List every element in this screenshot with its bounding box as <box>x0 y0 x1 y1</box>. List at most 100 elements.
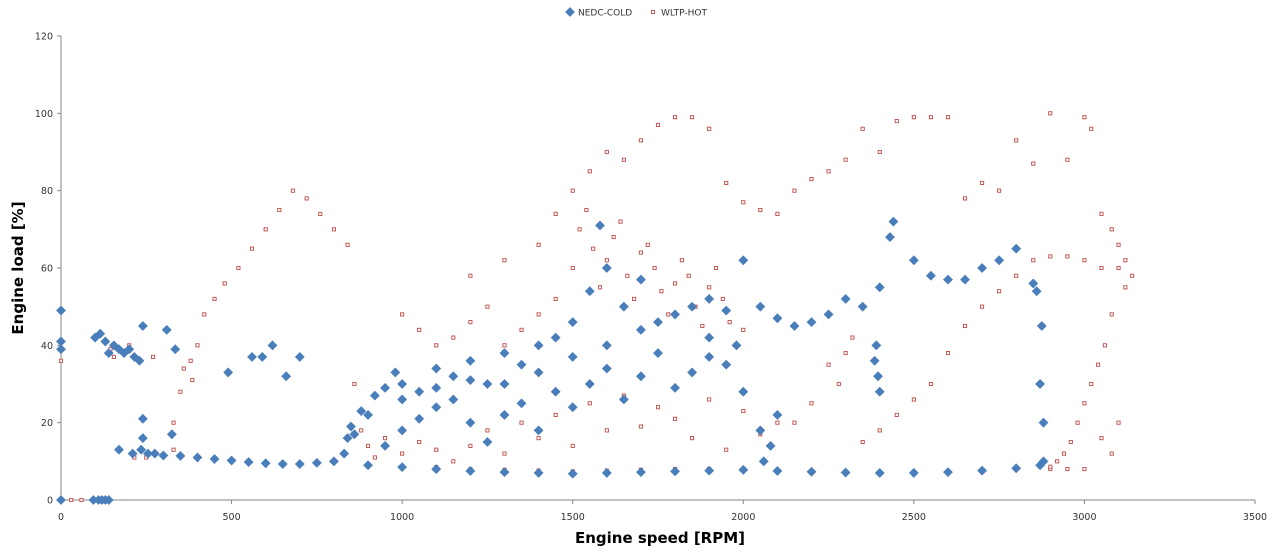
data-point <box>1048 254 1053 259</box>
data-point <box>536 312 541 317</box>
data-point <box>166 429 177 440</box>
data-point <box>359 428 364 433</box>
data-point <box>601 363 612 374</box>
data-point <box>840 294 851 304</box>
data-point <box>1082 467 1087 472</box>
data-point <box>1109 312 1114 317</box>
data-point <box>465 417 476 428</box>
data-point <box>369 390 380 401</box>
data-point <box>448 394 459 405</box>
x-tick-label: 1500 <box>561 512 585 523</box>
data-point <box>178 389 183 394</box>
data-point <box>1038 417 1049 428</box>
data-point <box>1082 258 1087 263</box>
x-axis-title: Engine speed [RPM] <box>575 529 745 547</box>
data-point <box>707 285 712 290</box>
data-point <box>765 440 776 451</box>
data-point <box>673 115 678 120</box>
data-point <box>911 397 916 402</box>
data-point <box>485 428 490 433</box>
data-point <box>741 327 746 332</box>
data-point <box>980 304 985 309</box>
data-point <box>397 425 408 436</box>
data-point <box>741 200 746 205</box>
data-point <box>69 497 74 503</box>
data-point <box>499 348 510 358</box>
data-point <box>502 258 507 263</box>
data-point <box>383 436 388 441</box>
data-point <box>720 296 725 301</box>
data-point <box>380 440 391 451</box>
data-point <box>809 177 814 182</box>
data-point <box>775 420 780 425</box>
data-point <box>1096 362 1101 367</box>
data-point <box>1014 273 1019 278</box>
data-point <box>836 381 841 387</box>
data-point <box>236 265 241 271</box>
data-point <box>363 410 373 420</box>
data-point <box>1082 115 1087 120</box>
data-point <box>792 420 797 425</box>
data-point <box>195 343 200 348</box>
data-point <box>792 188 797 193</box>
data-point <box>670 309 680 320</box>
data-point <box>1082 401 1087 406</box>
data-point <box>874 282 885 293</box>
data-point <box>570 265 575 271</box>
data-point <box>468 273 473 278</box>
data-point <box>652 265 657 271</box>
data-point <box>482 379 493 389</box>
data-point <box>962 323 968 329</box>
data-point <box>349 429 360 440</box>
data-point <box>1102 343 1107 348</box>
data-point <box>100 336 111 347</box>
data-point <box>400 451 405 456</box>
data-point <box>171 447 176 452</box>
data-point <box>417 327 422 332</box>
data-point <box>311 457 322 468</box>
data-point <box>1065 254 1070 259</box>
data-point <box>380 382 391 393</box>
data-point <box>482 437 493 447</box>
data-point <box>686 273 691 278</box>
data-point <box>1065 157 1070 162</box>
y-tick-label: 100 <box>35 109 53 120</box>
data-point <box>103 495 114 505</box>
data-point <box>632 296 637 301</box>
data-point <box>1099 265 1104 271</box>
data-point <box>516 398 527 409</box>
data-point <box>79 497 84 503</box>
x-tick-label: 3000 <box>1072 512 1096 523</box>
data-point <box>1028 278 1039 289</box>
data-point <box>601 263 612 273</box>
data-point <box>502 343 507 348</box>
data-point <box>911 115 916 120</box>
data-point <box>567 317 578 328</box>
data-point <box>994 255 1005 266</box>
y-tick-label: 20 <box>41 418 53 429</box>
data-point <box>670 466 680 477</box>
data-point <box>997 289 1002 294</box>
data-point <box>860 126 865 131</box>
data-point <box>277 207 282 213</box>
data-point <box>417 439 422 445</box>
data-point <box>151 354 156 359</box>
data-point <box>290 188 296 193</box>
data-point <box>741 409 746 414</box>
data-point <box>621 157 626 162</box>
data-point <box>873 371 883 382</box>
data-point <box>400 312 405 317</box>
data-point <box>1123 258 1128 263</box>
data-point <box>755 425 766 436</box>
data-point <box>618 301 629 312</box>
data-point <box>721 305 732 316</box>
y-tick-label: 60 <box>41 264 53 275</box>
data-point <box>1031 258 1036 263</box>
data-point <box>533 340 544 351</box>
data-point <box>874 386 885 397</box>
data-point <box>499 410 510 420</box>
data-point <box>925 270 936 281</box>
data-point <box>161 324 172 335</box>
data-point <box>857 301 868 312</box>
data-point <box>328 456 339 467</box>
